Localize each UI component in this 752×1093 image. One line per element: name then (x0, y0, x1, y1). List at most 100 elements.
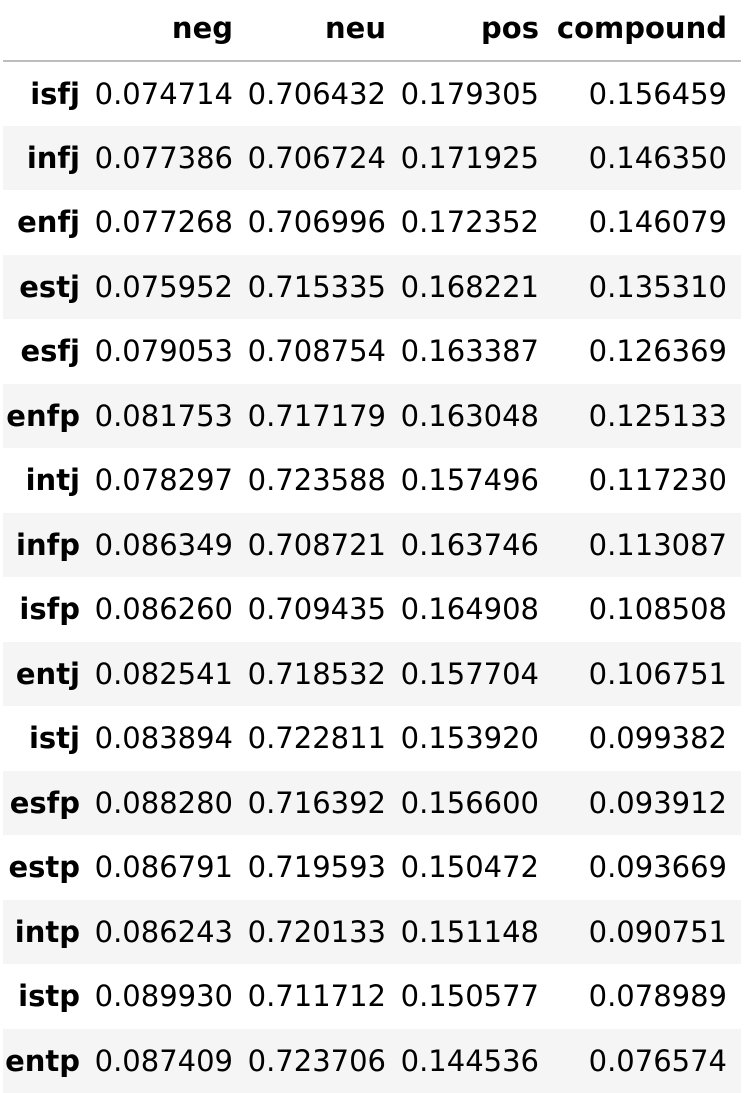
cell-neu: 0.706996 (245, 190, 398, 255)
cell-compound: 0.146350 (551, 126, 741, 191)
column-header-compound: compound (551, 0, 741, 61)
cell-pos: 0.157704 (398, 642, 551, 707)
cell-neu: 0.719593 (245, 835, 398, 900)
cell-neu: 0.706432 (245, 61, 398, 126)
row-label: esfp (3, 771, 92, 836)
cell-neg: 0.089930 (92, 964, 245, 1029)
row-label: esfj (3, 319, 92, 384)
cell-pos: 0.157496 (398, 448, 551, 513)
cell-compound: 0.117230 (551, 448, 741, 513)
cell-neu: 0.709435 (245, 577, 398, 642)
table-header: neg neu pos compound (3, 0, 741, 61)
cell-pos: 0.144536 (398, 1029, 551, 1093)
row-label: enfp (3, 384, 92, 449)
cell-compound: 0.156459 (551, 61, 741, 126)
cell-compound: 0.146079 (551, 190, 741, 255)
cell-compound: 0.076574 (551, 1029, 741, 1093)
row-label: estj (3, 255, 92, 320)
cell-neu: 0.706724 (245, 126, 398, 191)
cell-pos: 0.153920 (398, 706, 551, 771)
cell-pos: 0.164908 (398, 577, 551, 642)
cell-pos: 0.168221 (398, 255, 551, 320)
cell-compound: 0.126369 (551, 319, 741, 384)
row-label: istp (3, 964, 92, 1029)
cell-compound: 0.090751 (551, 900, 741, 965)
cell-neu: 0.711712 (245, 964, 398, 1029)
row-label: enfj (3, 190, 92, 255)
cell-neg: 0.086349 (92, 513, 245, 578)
cell-neu: 0.717179 (245, 384, 398, 449)
cell-pos: 0.179305 (398, 61, 551, 126)
cell-neu: 0.720133 (245, 900, 398, 965)
cell-neg: 0.074714 (92, 61, 245, 126)
cell-pos: 0.163746 (398, 513, 551, 578)
cell-compound: 0.099382 (551, 706, 741, 771)
row-label: intp (3, 900, 92, 965)
cell-compound: 0.135310 (551, 255, 741, 320)
cell-neg: 0.088280 (92, 771, 245, 836)
cell-neg: 0.078297 (92, 448, 245, 513)
row-label: infj (3, 126, 92, 191)
index-header (3, 0, 92, 61)
cell-neu: 0.723706 (245, 1029, 398, 1093)
cell-pos: 0.163387 (398, 319, 551, 384)
cell-neg: 0.087409 (92, 1029, 245, 1093)
cell-pos: 0.150472 (398, 835, 551, 900)
cell-neg: 0.075952 (92, 255, 245, 320)
cell-pos: 0.156600 (398, 771, 551, 836)
cell-neg: 0.079053 (92, 319, 245, 384)
cell-pos: 0.151148 (398, 900, 551, 965)
cell-compound: 0.078989 (551, 964, 741, 1029)
cell-compound: 0.113087 (551, 513, 741, 578)
cell-neu: 0.723588 (245, 448, 398, 513)
row-label: intj (3, 448, 92, 513)
row-label: istj (3, 706, 92, 771)
cell-compound: 0.093912 (551, 771, 741, 836)
row-label: entp (3, 1029, 92, 1093)
header-row: neg neu pos compound (3, 0, 741, 61)
cell-pos: 0.163048 (398, 384, 551, 449)
row-label: infp (3, 513, 92, 578)
cell-neu: 0.715335 (245, 255, 398, 320)
cell-neu: 0.716392 (245, 771, 398, 836)
cell-neg: 0.086791 (92, 835, 245, 900)
cell-compound: 0.108508 (551, 577, 741, 642)
column-header-pos: pos (398, 0, 551, 61)
row-label: isfj (3, 61, 92, 126)
cell-neu: 0.708754 (245, 319, 398, 384)
cell-neu: 0.718532 (245, 642, 398, 707)
cell-neu: 0.708721 (245, 513, 398, 578)
cell-compound: 0.106751 (551, 642, 741, 707)
cell-pos: 0.171925 (398, 126, 551, 191)
column-header-neg: neg (92, 0, 245, 61)
cell-neg: 0.086260 (92, 577, 245, 642)
row-label: entj (3, 642, 92, 707)
row-label: isfp (3, 577, 92, 642)
cell-neg: 0.081753 (92, 384, 245, 449)
cell-neg: 0.082541 (92, 642, 245, 707)
row-label: estp (3, 835, 92, 900)
column-header-neu: neu (245, 0, 398, 61)
cell-neg: 0.077386 (92, 126, 245, 191)
cell-compound: 0.093669 (551, 835, 741, 900)
cell-pos: 0.172352 (398, 190, 551, 255)
cell-compound: 0.125133 (551, 384, 741, 449)
